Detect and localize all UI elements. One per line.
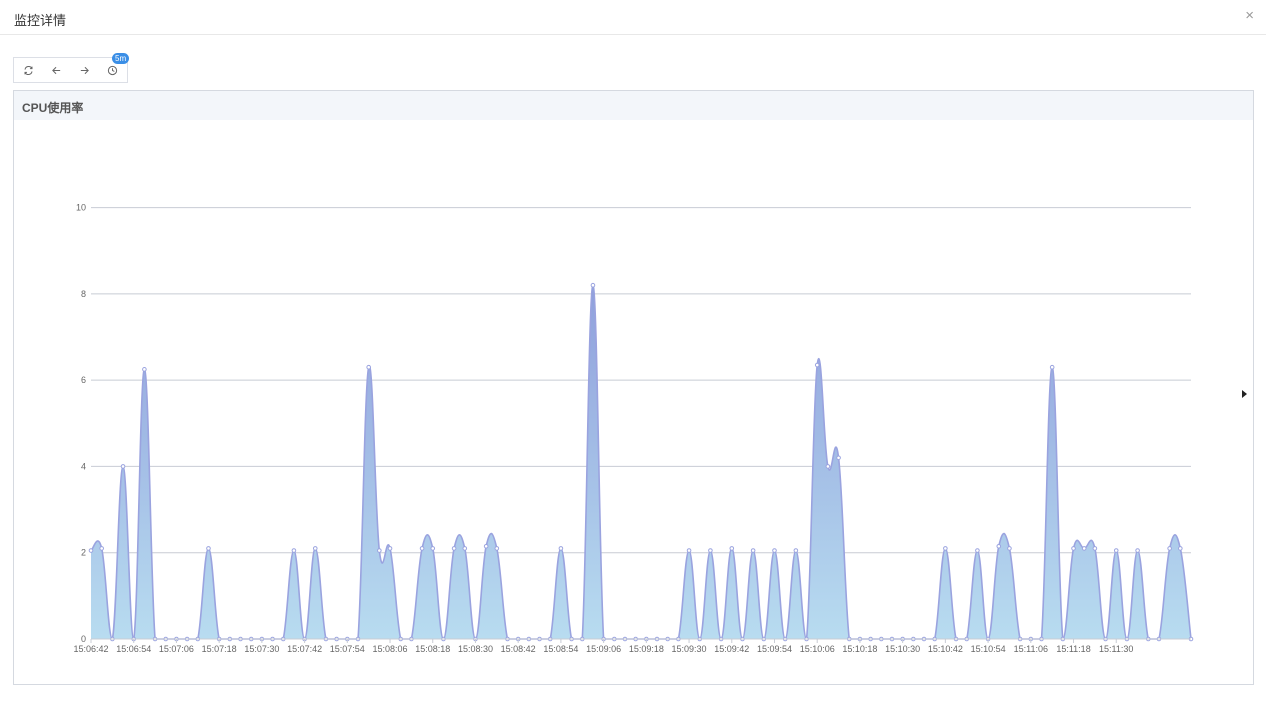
dialog-title: 监控详情 (14, 13, 67, 28)
data-point[interactable] (1167, 546, 1172, 551)
y-tick-label: 2 (81, 548, 86, 558)
x-tick-label: 15:06:42 (73, 644, 108, 654)
data-point[interactable] (377, 548, 382, 553)
data-point[interactable] (686, 548, 692, 553)
x-tick-label: 15:11:18 (1056, 644, 1090, 654)
x-tick-label: 15:06:54 (116, 644, 151, 654)
data-point[interactable] (483, 543, 489, 549)
data-point[interactable] (99, 546, 104, 551)
x-tick-label: 15:08:18 (415, 644, 450, 654)
x-tick-label: 15:10:54 (971, 644, 1006, 654)
data-point[interactable] (729, 546, 735, 551)
auto-refresh-button[interactable]: 5m (98, 53, 130, 82)
data-point[interactable] (590, 282, 596, 288)
y-tick-label: 4 (81, 461, 86, 471)
expand-arrow-icon[interactable] (1242, 390, 1247, 398)
data-point[interactable] (1178, 546, 1183, 551)
data-point[interactable] (1135, 548, 1140, 553)
cpu-series-line (90, 284, 1192, 640)
refresh-button[interactable] (14, 58, 42, 82)
data-point[interactable] (312, 546, 318, 551)
data-point[interactable] (825, 464, 831, 469)
data-point[interactable] (750, 548, 756, 553)
x-tick-label: 15:10:18 (842, 644, 877, 654)
x-tick-label: 15:09:06 (586, 644, 621, 654)
prev-range-button[interactable] (42, 58, 70, 82)
x-tick-label: 15:09:30 (672, 644, 707, 654)
data-point[interactable] (708, 548, 713, 553)
data-point[interactable] (291, 548, 297, 553)
data-point[interactable] (88, 548, 94, 553)
x-tick-label: 15:07:54 (330, 644, 365, 654)
data-point[interactable] (419, 546, 425, 551)
x-tick-label: 15:07:42 (287, 644, 322, 654)
x-tick-label: 15:07:18 (202, 644, 237, 654)
x-tick-label: 15:09:54 (757, 644, 792, 654)
data-point[interactable] (836, 455, 841, 461)
data-point[interactable] (975, 548, 980, 553)
clock-icon (107, 65, 117, 75)
data-point[interactable] (558, 546, 564, 551)
arrow-left-icon (51, 66, 60, 74)
data-point[interactable] (142, 367, 147, 372)
x-tick-label: 15:10:30 (885, 644, 920, 654)
panel-title: CPU使用率 (22, 101, 84, 115)
next-range-button[interactable] (70, 58, 98, 82)
data-point[interactable] (1081, 546, 1087, 551)
data-point[interactable] (996, 543, 1002, 549)
x-tick-label: 15:09:42 (714, 644, 749, 654)
x-tick-label: 15:08:06 (373, 644, 408, 654)
data-point[interactable] (206, 546, 211, 551)
x-tick-label: 15:08:42 (501, 644, 536, 654)
y-tick-label: 8 (81, 289, 86, 299)
data-point[interactable] (451, 546, 457, 551)
close-icon[interactable]: × (1245, 7, 1254, 24)
x-tick-label: 15:10:06 (800, 644, 835, 654)
data-point[interactable] (430, 546, 436, 551)
data-point[interactable] (462, 546, 468, 551)
x-tick-label: 15:08:54 (543, 644, 578, 654)
data-point[interactable] (772, 548, 777, 553)
x-tick-label: 15:11:06 (1014, 644, 1048, 654)
x-tick-label: 15:11:30 (1099, 644, 1133, 654)
data-point[interactable] (120, 464, 126, 469)
cpu-area-fill (91, 285, 1191, 639)
x-tick-label: 15:07:06 (159, 644, 194, 654)
data-point[interactable] (1071, 546, 1076, 551)
data-point[interactable] (494, 546, 500, 551)
panel-header: CPU使用率 (14, 91, 1253, 120)
interval-badge: 5m (112, 53, 130, 64)
data-point[interactable] (793, 548, 799, 553)
data-point[interactable] (1007, 546, 1012, 551)
data-point[interactable] (1113, 548, 1119, 553)
data-point[interactable] (366, 364, 371, 370)
x-tick-label: 15:10:42 (928, 644, 963, 654)
data-point[interactable] (387, 546, 393, 551)
x-tick-label: 15:08:30 (458, 644, 493, 654)
y-tick-label: 10 (76, 203, 86, 213)
data-point[interactable] (1092, 546, 1098, 551)
x-tick-label: 15:09:18 (629, 644, 664, 654)
data-point[interactable] (814, 362, 820, 368)
arrow-right-icon (80, 66, 89, 74)
dialog-header: 监控详情 × (0, 0, 1266, 35)
y-tick-label: 0 (81, 634, 86, 644)
y-tick-label: 6 (81, 375, 86, 385)
data-point[interactable] (943, 546, 948, 551)
data-point[interactable] (1049, 364, 1055, 370)
refresh-icon (24, 65, 32, 75)
x-tick-label: 15:07:30 (244, 644, 279, 654)
chart-toolbar: 5m (13, 53, 130, 83)
